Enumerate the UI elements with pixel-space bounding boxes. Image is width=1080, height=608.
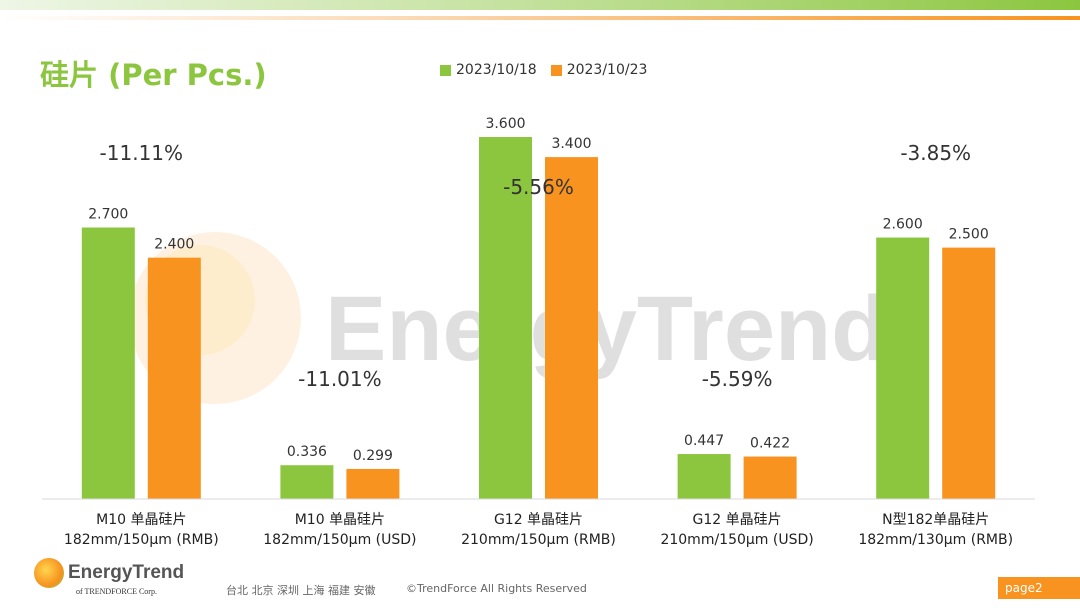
- x-tick-label-cat1-line1: M10 单晶硅片: [96, 512, 186, 528]
- x-tick-label-cat3-line2: 210mm/150μm (RMB): [461, 532, 616, 548]
- footer-copyright: ©TrendForce All Rights Reserved: [406, 582, 587, 595]
- bar-series2-cat3: [545, 157, 598, 499]
- legend-swatch-series2: [550, 64, 562, 76]
- page-number: page2: [998, 577, 1080, 599]
- data-label-series1-cat1: 2.700: [88, 207, 128, 223]
- bar-series2-cat5: [942, 247, 996, 499]
- data-label-series1-cat4: 0.447: [684, 433, 724, 449]
- top-accent-line: [0, 16, 1080, 20]
- x-tick-label-cat4-line1: G12 单晶硅片: [693, 512, 782, 528]
- x-tick-label-cat1-line2: 182mm/150μm (RMB): [64, 532, 219, 548]
- legend-label-series1: 2023/10/18: [456, 62, 537, 78]
- change-annotation-cat2: -11.01%: [298, 367, 381, 391]
- x-tick-label-cat2-line1: M10 单晶硅片: [295, 512, 385, 528]
- watermark-text: EnergyTrend: [325, 278, 887, 380]
- footer-logo: EnergyTrend of TRENDFORCE Corp.: [34, 558, 184, 602]
- legend-item-series2: 2023/10/23: [550, 62, 648, 78]
- x-tick-label-cat2-line2: 182mm/150μm (USD): [263, 532, 416, 548]
- change-annotation-cat5: -3.85%: [900, 141, 971, 165]
- bar-series2-cat2: [346, 468, 400, 499]
- data-label-series1-cat2: 0.336: [287, 444, 327, 460]
- top-accent-bar: [0, 0, 1080, 10]
- chart-legend: 2023/10/18 2023/10/23: [440, 62, 647, 78]
- x-axis-labels: M10 单晶硅片 182mm/150μm (RMB) M10 单晶硅片 182mm/1…: [64, 512, 1013, 548]
- legend-item-series1: 2023/10/18: [440, 62, 537, 78]
- logo-subtext: of TRENDFORCE Corp.: [76, 587, 157, 596]
- bar-series1-cat4: [677, 454, 731, 499]
- bar-series1-cat2: [280, 465, 334, 499]
- data-label-series2-cat1: 2.400: [154, 237, 194, 253]
- change-annotation-cat1: -11.11%: [100, 141, 183, 165]
- bar-series1-cat3: [479, 137, 532, 499]
- data-label-series2-cat4: 0.422: [750, 436, 790, 452]
- change-annotation-cat4: -5.59%: [702, 367, 773, 391]
- bar-series1-cat1: [81, 227, 135, 499]
- x-tick-label-cat5-line1: N型182单晶硅片: [882, 512, 989, 528]
- data-label-series1-cat3: 3.600: [485, 116, 525, 132]
- bar-series2-cat4: [743, 456, 797, 499]
- legend-label-series2: 2023/10/23: [566, 62, 648, 78]
- data-label-series2-cat3: 3.400: [551, 136, 591, 152]
- bar-series2-cat1: [147, 257, 201, 499]
- data-label-series2-cat5: 2.500: [949, 227, 989, 243]
- bars: 2.700 2.400 0.336 0.299 3.600 3.400 0.447 0.422…: [81, 116, 996, 500]
- footer-cities: 台北 北京 深圳 上海 福建 安徽: [226, 584, 376, 597]
- bar-series1-cat5: [876, 237, 930, 500]
- page-title: 硅片 (Per Pcs.): [40, 58, 267, 92]
- x-tick-label-cat5-line2: 182mm/130μm (RMB): [858, 532, 1013, 548]
- legend-swatch-series1: [440, 64, 451, 76]
- data-label-series2-cat2: 0.299: [353, 448, 393, 464]
- energytrend-logo-icon: [34, 558, 64, 588]
- change-annotations: -11.11% -11.01% -5.56% -5.59% -3.85%: [100, 141, 972, 391]
- change-annotation-cat3: -5.56%: [503, 175, 574, 199]
- data-label-series1-cat5: 2.600: [883, 217, 923, 233]
- x-tick-label-cat4-line2: 210mm/150μm (USD): [660, 532, 813, 548]
- logo-text: EnergyTrend: [68, 562, 185, 583]
- x-tick-label-cat3-line1: G12 单晶硅片: [494, 512, 583, 528]
